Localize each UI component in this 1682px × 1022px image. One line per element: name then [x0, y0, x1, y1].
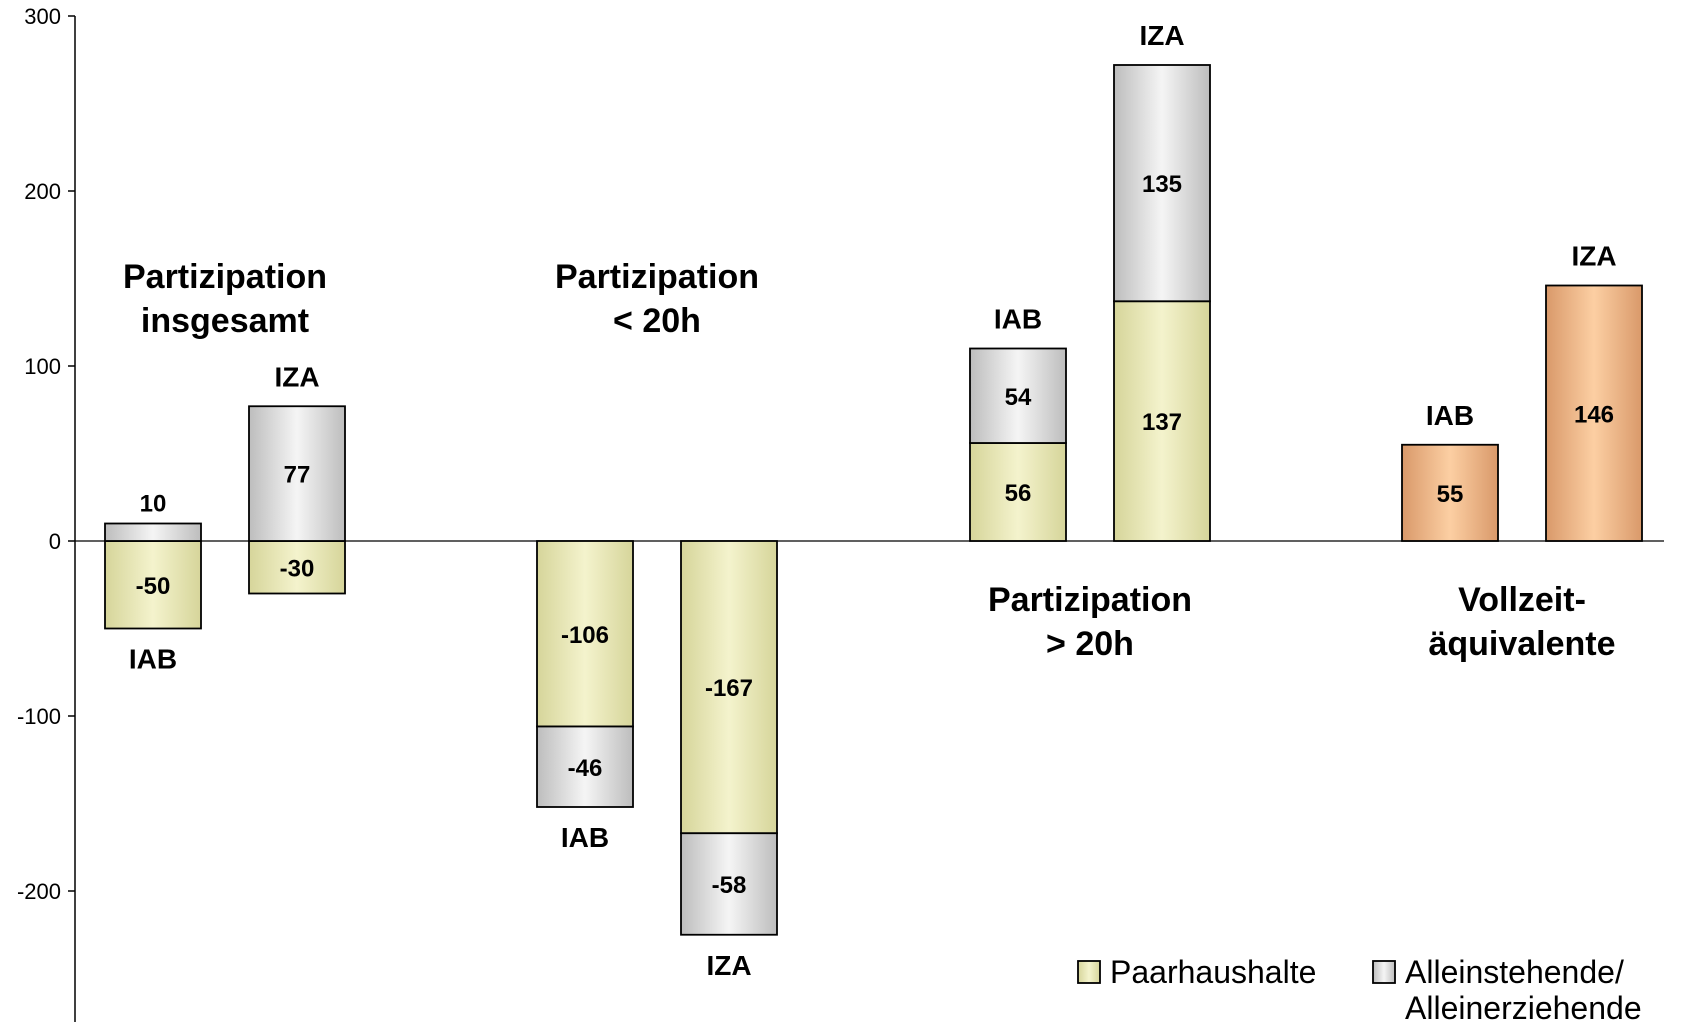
- legend-swatch-alleinstehende: [1372, 960, 1396, 984]
- segment-value-label: -167: [705, 675, 753, 702]
- segment-value-label: -58: [712, 872, 747, 899]
- bar-segment-alleinstehende: [969, 347, 1067, 444]
- segment-value-label: -46: [568, 755, 603, 782]
- bar-segment-vollzeit: [1401, 443, 1499, 542]
- segment-value-label: 137: [1142, 409, 1182, 436]
- bar-segment-paarhaushalte: [248, 540, 346, 595]
- segment-value-label: 77: [284, 462, 311, 489]
- y-tick-label: 200: [24, 179, 61, 204]
- bar-segment-alleinstehende: [536, 725, 634, 808]
- segment-value-label: 10: [140, 491, 167, 518]
- bar-segment-paarhaushalte: [969, 442, 1067, 542]
- segment-value-label: -50: [136, 573, 171, 600]
- bar-segment-paarhaushalte: [104, 540, 202, 630]
- bar-segment-alleinstehende: [104, 522, 202, 542]
- legend-label-alleinstehende: Alleinstehende/Alleinerziehende: [1405, 954, 1642, 1022]
- legend-label-paarhaushalte: Paarhaushalte: [1110, 954, 1316, 990]
- group-title: Partizipation < 20h: [555, 258, 759, 340]
- y-tick-label: 300: [24, 4, 61, 29]
- y-tick-label: -200: [17, 879, 61, 904]
- bar-segment-paarhaushalte: [536, 540, 634, 728]
- legend-swatch-paarhaushalte: [1077, 960, 1101, 984]
- bar-segment-paarhaushalte: [680, 540, 778, 835]
- bar-segment-paarhaushalte: [1113, 300, 1211, 542]
- bar-segment-vollzeit: [1545, 284, 1643, 542]
- y-tick-label: -100: [17, 704, 61, 729]
- group-title: Partizipation > 20h: [988, 581, 1192, 663]
- bar-source-label: IAB: [129, 644, 177, 675]
- bar-source-label: IZA: [1571, 241, 1616, 272]
- bar-source-label: IZA: [706, 950, 751, 981]
- bar-segment-alleinstehende: [680, 832, 778, 936]
- y-tick-label: 0: [49, 529, 61, 554]
- group-title: Vollzeit-äquivalente: [1428, 581, 1615, 663]
- segment-value-label: -106: [561, 622, 609, 649]
- bar-source-label: IZA: [1139, 20, 1184, 51]
- segment-value-label: 55: [1437, 481, 1464, 508]
- bar-segment-alleinstehende: [1113, 64, 1211, 303]
- segment-value-label: 135: [1142, 171, 1182, 198]
- segment-value-label: 146: [1574, 401, 1614, 428]
- bar-source-label: IAB: [561, 822, 609, 853]
- bar-source-label: IAB: [1426, 400, 1474, 431]
- segment-value-label: 56: [1005, 480, 1032, 507]
- bar-source-label: IZA: [274, 361, 319, 392]
- segment-value-label: 54: [1005, 384, 1032, 411]
- group-title: Partizipation insgesamt: [123, 258, 327, 340]
- segment-value-label: -30: [280, 555, 315, 582]
- y-tick-label: 100: [24, 354, 61, 379]
- bar-source-label: IAB: [994, 304, 1042, 335]
- bar-segment-alleinstehende: [248, 405, 346, 542]
